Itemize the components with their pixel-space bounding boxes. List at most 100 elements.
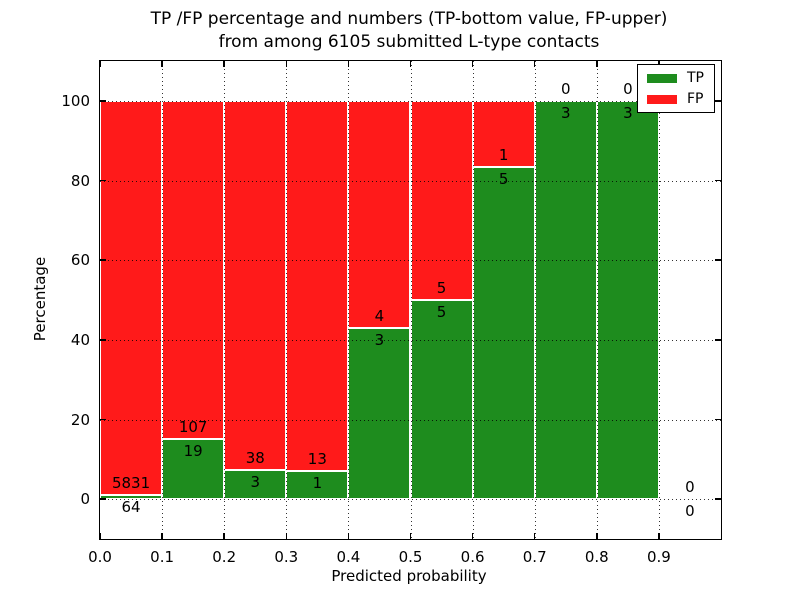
gridline-vertical	[472, 61, 474, 539]
bar-segment-tp	[286, 470, 349, 500]
value-label-tp: 19	[183, 442, 203, 461]
x-tick-mark	[285, 533, 288, 539]
y-tick-mark-right	[715, 498, 721, 500]
x-tick-mark	[99, 533, 101, 539]
x-tick-mark-top	[533, 61, 536, 67]
x-tick-mark	[347, 533, 350, 539]
x-tick-label: 0.3	[274, 548, 299, 566]
bar-segment-fp	[286, 100, 349, 471]
value-label-tp: 1	[312, 473, 323, 492]
y-tick-label: 100	[61, 91, 90, 110]
y-tick-label: 20	[70, 410, 90, 429]
value-label-fp: 5831	[111, 473, 151, 492]
y-tick-mark	[100, 498, 106, 500]
y-tick-mark-right	[715, 179, 721, 182]
bar-segment-fp	[410, 100, 473, 300]
x-tick-mark-top	[596, 61, 598, 67]
x-tick-mark	[596, 533, 598, 539]
value-label-tp: 5	[498, 170, 509, 189]
value-label-tp: 3	[374, 331, 385, 350]
gridline-vertical	[162, 61, 164, 539]
x-tick-label: 0.7	[522, 548, 547, 566]
y-tick-mark-right	[715, 418, 721, 421]
value-label-fp: 13	[307, 449, 327, 468]
x-tick-label: 0.8	[584, 548, 609, 566]
x-tick-mark-top	[223, 61, 225, 67]
x-tick-label: 0.6	[460, 548, 485, 566]
y-tick-label: 0	[80, 490, 90, 509]
value-label-fp: 0	[560, 79, 571, 98]
y-tick-mark	[100, 100, 106, 102]
legend: TP FP	[637, 64, 715, 113]
value-label-fp: 0	[685, 478, 695, 497]
x-tick-mark	[409, 533, 412, 539]
bar-segment-tp	[410, 300, 473, 500]
bar-segment-fp	[348, 100, 411, 329]
gridline-vertical	[658, 61, 660, 539]
y-tick-mark	[100, 179, 106, 182]
plot-area: 0.0 0.1 0.2 0.3 0.4 0.5 0.6 0.7 0.8 0.9 0 20 40 60 80 1…	[61, 60, 722, 566]
bar-segment-tp	[162, 439, 225, 500]
value-label-fp: 38	[245, 449, 265, 468]
x-tick-mark-top	[409, 61, 412, 67]
bar-segment-fp	[162, 100, 225, 440]
y-tick-mark-right	[715, 339, 721, 341]
x-tick-mark	[161, 533, 163, 539]
y-tick-mark-right	[715, 100, 721, 102]
value-label-tp: 5	[436, 303, 447, 321]
value-label-fp: 5	[436, 279, 447, 297]
y-tick-mark	[100, 339, 106, 341]
x-axis-label: Predicted probability	[331, 567, 487, 585]
y-tick-mark	[100, 259, 106, 261]
x-tick-mark	[223, 533, 225, 539]
y-tick-label: 80	[70, 171, 90, 190]
bar-segment-tp	[596, 100, 659, 500]
x-tick-mark	[533, 533, 536, 539]
bar-segment-tp	[534, 100, 597, 500]
gridline-vertical	[348, 61, 350, 539]
y-axis-label: Percentage	[31, 256, 49, 342]
y-tick-mark-right	[715, 259, 721, 261]
x-tick-label: 0.2	[212, 548, 237, 566]
bar-segment-fp	[224, 100, 287, 470]
x-tick-label: 0.0	[88, 548, 112, 566]
x-tick-mark-top	[347, 61, 350, 67]
chart-title: TP /FP percentage and numbers (TP-bottom…	[59, 8, 759, 54]
legend-item-fp: FP	[647, 92, 704, 106]
gridline-vertical	[410, 61, 412, 539]
legend-swatch-fp	[647, 94, 677, 104]
legend-label-tp: TP	[687, 70, 704, 86]
value-label-fp: 0	[623, 79, 633, 98]
bar-segment-fp	[472, 100, 535, 168]
bar-segment-tp	[348, 328, 411, 500]
x-tick-mark-top	[99, 61, 101, 67]
legend-label-fp: FP	[687, 91, 704, 107]
value-label-fp: 107	[178, 418, 208, 437]
legend-item-tp: TP	[647, 71, 704, 85]
gridline-vertical	[596, 61, 598, 539]
chart-title-line1: TP /FP percentage and numbers (TP-bottom…	[150, 9, 668, 29]
x-tick-label: 0.5	[398, 548, 423, 566]
bar-segment-tp	[100, 494, 163, 500]
x-tick-label: 0.1	[150, 548, 175, 566]
y-tick-label: 60	[70, 251, 90, 270]
value-label-fp: 1	[498, 146, 509, 165]
gridline-vertical	[534, 61, 536, 539]
value-label-tp: 3	[560, 103, 571, 122]
bar-segment-tp	[472, 167, 535, 500]
bar-segment-fp	[100, 100, 163, 495]
value-label-fp: 4	[374, 307, 385, 326]
value-label-tp: 0	[685, 502, 695, 521]
x-tick-mark-top	[161, 61, 163, 67]
value-label-tp: 64	[121, 497, 141, 516]
x-tick-label: 0.4	[336, 548, 361, 566]
chart-title-line2: from among 6105 submitted L-type contact…	[218, 32, 600, 52]
legend-swatch-tp	[647, 73, 677, 83]
y-tick-mark	[100, 418, 106, 421]
x-tick-mark-top	[471, 61, 474, 67]
value-label-tp: 3	[250, 473, 261, 492]
x-tick-mark	[658, 533, 660, 539]
x-tick-mark-top	[285, 61, 288, 67]
x-tick-label: 0.9	[646, 548, 671, 566]
